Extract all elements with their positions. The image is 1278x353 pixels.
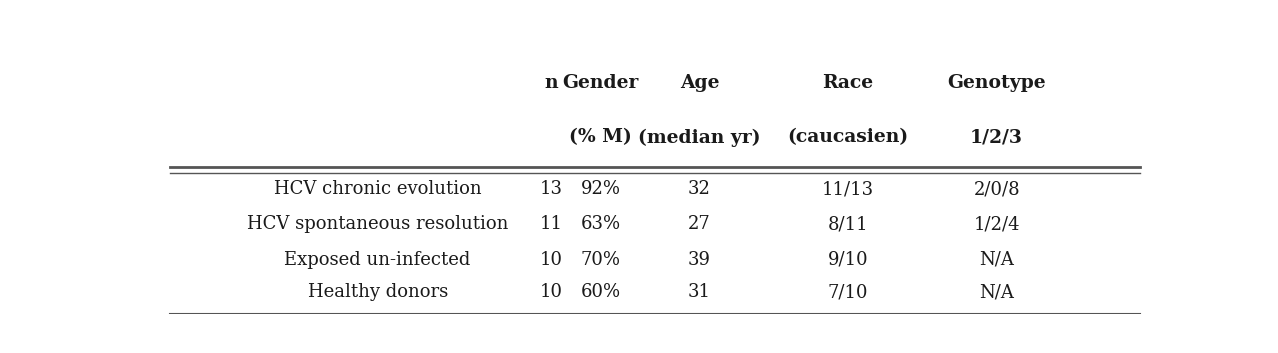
Text: 2/0/8: 2/0/8 [974, 180, 1020, 198]
Text: 13: 13 [539, 180, 562, 198]
Text: 60%: 60% [580, 283, 621, 301]
Text: N/A: N/A [979, 283, 1015, 301]
Text: 11: 11 [539, 215, 562, 233]
Text: 92%: 92% [580, 180, 621, 198]
Text: 1/2/4: 1/2/4 [974, 215, 1020, 233]
Text: 63%: 63% [580, 215, 621, 233]
Text: 9/10: 9/10 [828, 251, 869, 269]
Text: n: n [544, 74, 557, 92]
Text: 31: 31 [688, 283, 711, 301]
Text: Age: Age [680, 74, 720, 92]
Text: 8/11: 8/11 [828, 215, 869, 233]
Text: 7/10: 7/10 [828, 283, 868, 301]
Text: N/A: N/A [979, 251, 1015, 269]
Text: 10: 10 [539, 283, 562, 301]
Text: 27: 27 [688, 215, 711, 233]
Text: 1/2/3: 1/2/3 [970, 128, 1024, 146]
Text: 70%: 70% [580, 251, 621, 269]
Text: 39: 39 [688, 251, 711, 269]
Text: Genotype: Genotype [947, 74, 1045, 92]
Text: 11/13: 11/13 [822, 180, 874, 198]
Text: Healthy donors: Healthy donors [308, 283, 447, 301]
Text: Exposed un-infected: Exposed un-infected [285, 251, 470, 269]
Text: HCV chronic evolution: HCV chronic evolution [273, 180, 482, 198]
Text: 10: 10 [539, 251, 562, 269]
Text: Race: Race [823, 74, 874, 92]
Text: (% M): (% M) [569, 128, 631, 146]
Text: (caucasien): (caucasien) [787, 128, 909, 146]
Text: HCV spontaneous resolution: HCV spontaneous resolution [247, 215, 509, 233]
Text: (median yr): (median yr) [638, 128, 760, 146]
Text: Gender: Gender [562, 74, 639, 92]
Text: 32: 32 [688, 180, 711, 198]
